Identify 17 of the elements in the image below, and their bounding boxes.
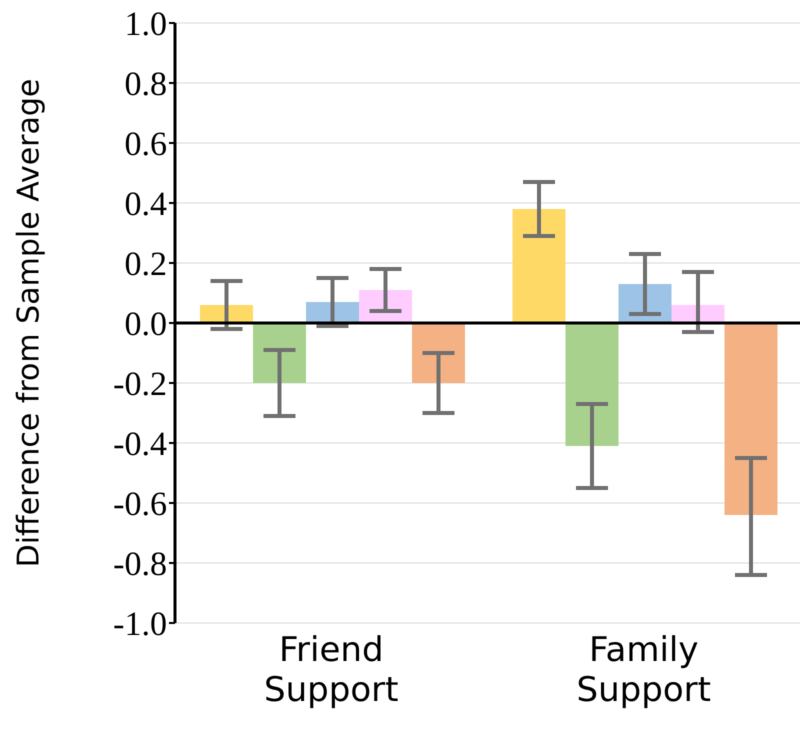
x-tick-label: Friend Support: [264, 630, 398, 710]
x-tick-label: Family Support: [576, 630, 711, 710]
y-axis-title: Difference from Sample Average: [12, 78, 47, 568]
bar: [512, 209, 566, 323]
bar: [724, 323, 778, 515]
y-tick-label: 0.6: [124, 126, 167, 164]
y-tick-label: 0.0: [124, 306, 167, 344]
y-tick-label: -0.4: [113, 426, 167, 464]
y-tick-label: 0.4: [124, 186, 167, 224]
y-tick-label: -0.2: [113, 366, 167, 404]
y-tick-label: -1.0: [113, 606, 167, 644]
y-tick-label: 1.0: [124, 6, 167, 44]
bar: [566, 323, 618, 446]
y-tick-label: -0.8: [113, 546, 167, 584]
y-tick-label: 0.8: [124, 66, 167, 104]
y-tick-label: -0.6: [113, 486, 167, 524]
y-tick-label: 0.2: [124, 246, 167, 284]
